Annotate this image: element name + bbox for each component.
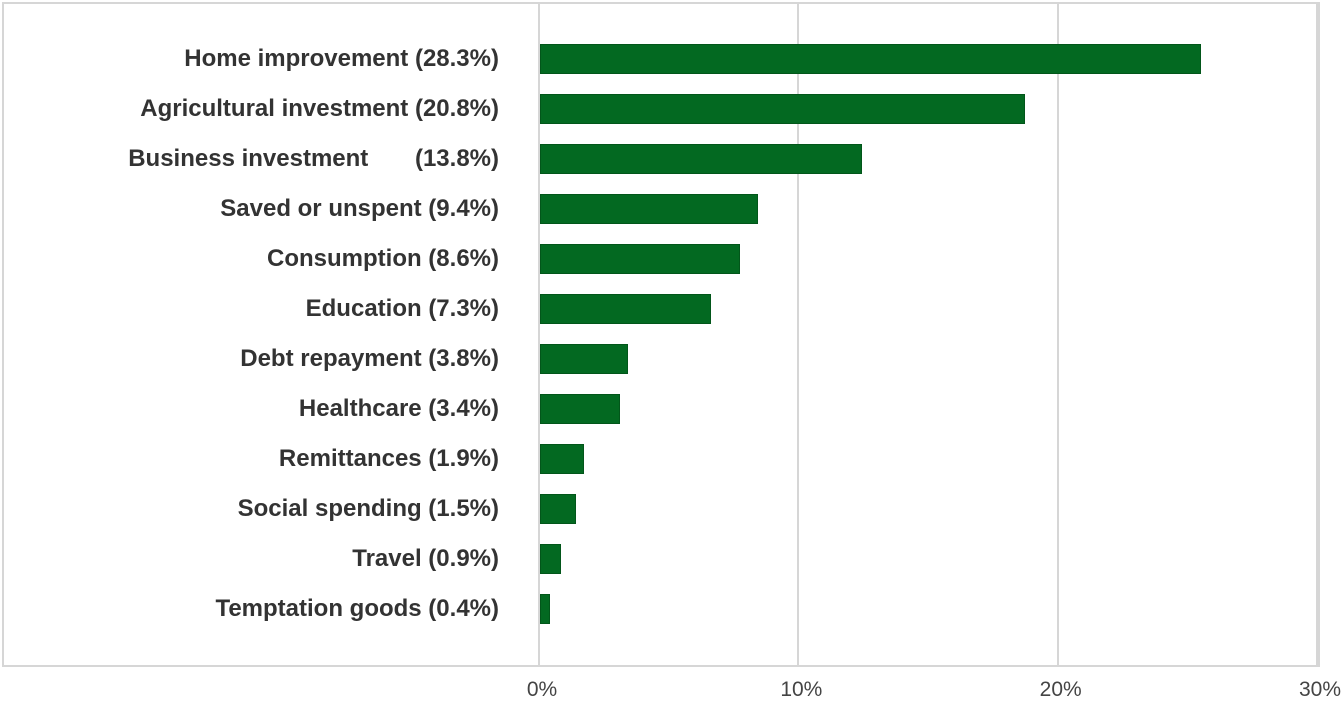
gridline: [1056, 2, 1059, 665]
bar: [540, 194, 758, 224]
category-label: Agricultural investment (20.8%): [140, 95, 499, 122]
x-tick-label: 10%: [780, 678, 823, 701]
gridline: [1316, 2, 1318, 665]
category-label: Home improvement (28.3%): [184, 45, 499, 72]
bar: [540, 44, 1202, 74]
bar: [540, 144, 862, 174]
x-tick-label: 30%: [1298, 678, 1342, 701]
category-label: Temptation goods (0.4%): [215, 595, 499, 622]
bar: [540, 594, 551, 624]
bar: [540, 244, 740, 274]
bar: [540, 494, 577, 524]
gridline: [797, 2, 800, 665]
category-label: Education (7.3%): [305, 295, 499, 322]
gridline: [538, 2, 540, 665]
x-tick-label: 20%: [1039, 678, 1082, 701]
bar: [540, 544, 561, 574]
category-label: Remittances (1.9%): [278, 445, 499, 472]
category-label: Healthcare (3.4%): [298, 395, 499, 422]
x-tick-label: 0%: [526, 678, 558, 701]
category-label: Travel (0.9%): [352, 545, 499, 572]
category-label: Business investment (13.8%): [128, 145, 499, 172]
bar: [540, 394, 621, 424]
category-label: Consumption (8.6%): [267, 245, 499, 272]
bar: [540, 294, 712, 324]
bar: [540, 344, 629, 374]
category-label: Social spending (1.5%): [237, 495, 499, 522]
category-label: Debt repayment (3.8%): [240, 345, 499, 372]
bar: [540, 444, 585, 474]
category-label: Saved or unspent (9.4%): [220, 195, 499, 222]
bar: [540, 94, 1025, 124]
